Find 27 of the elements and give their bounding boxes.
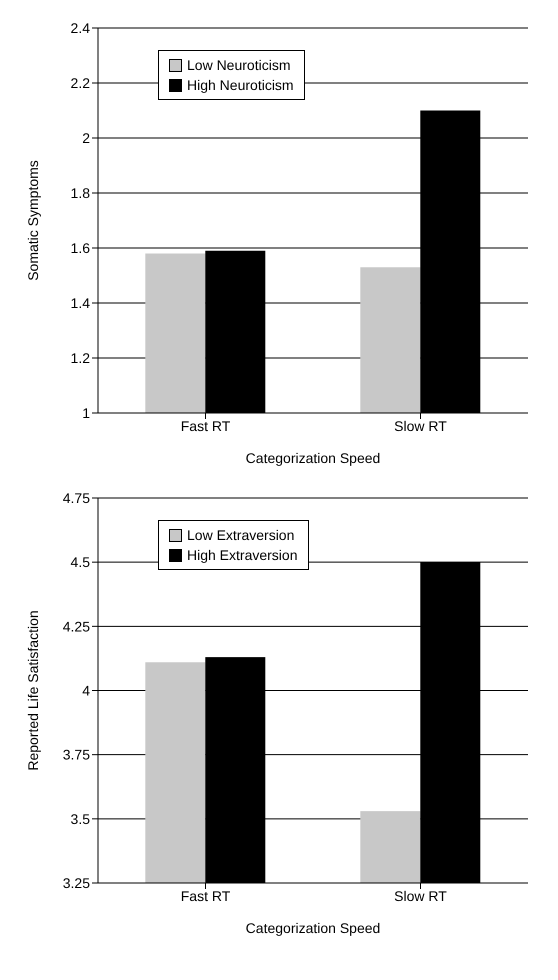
- y-tick-label: 3.25: [62, 874, 90, 891]
- legend-label: Low Extraversion: [187, 526, 294, 545]
- x-tick-label: Fast RT: [180, 418, 231, 434]
- legend-label: Low Neuroticism: [187, 56, 290, 75]
- y-tick-label: 1: [82, 404, 90, 421]
- y-tick-label: 3.75: [62, 746, 90, 763]
- y-tick-label: 4.75: [62, 490, 90, 506]
- y-tick-label: 1.4: [70, 294, 90, 311]
- y-tick-label: 4.5: [70, 554, 90, 570]
- y-tick-label: 1.6: [70, 240, 90, 256]
- y-tick-label: 1.8: [70, 184, 90, 201]
- legend-label: High Neuroticism: [187, 76, 294, 95]
- x-tick-label: Fast RT: [180, 888, 231, 904]
- x-tick-label: Slow RT: [394, 418, 448, 434]
- y-tick-label: 3.5: [70, 810, 90, 827]
- y-axis-title: Reported Life Satisfaction: [24, 610, 41, 771]
- y-axis-title: Somatic Symptoms: [24, 160, 41, 281]
- y-tick-label: 2.4: [70, 20, 90, 36]
- x-axis-title: Categorization Speed: [246, 450, 380, 466]
- y-tick-label: 2: [82, 130, 90, 146]
- x-axis-title: Categorization Speed: [246, 920, 380, 936]
- y-tick-label: 4: [82, 682, 90, 698]
- y-tick-label: 4.25: [62, 618, 90, 634]
- legend-label: High Extraversion: [187, 546, 298, 565]
- x-tick-label: Slow RT: [394, 888, 448, 904]
- y-tick-label: 1.2: [70, 350, 90, 366]
- y-tick-label: 2.2: [70, 74, 90, 91]
